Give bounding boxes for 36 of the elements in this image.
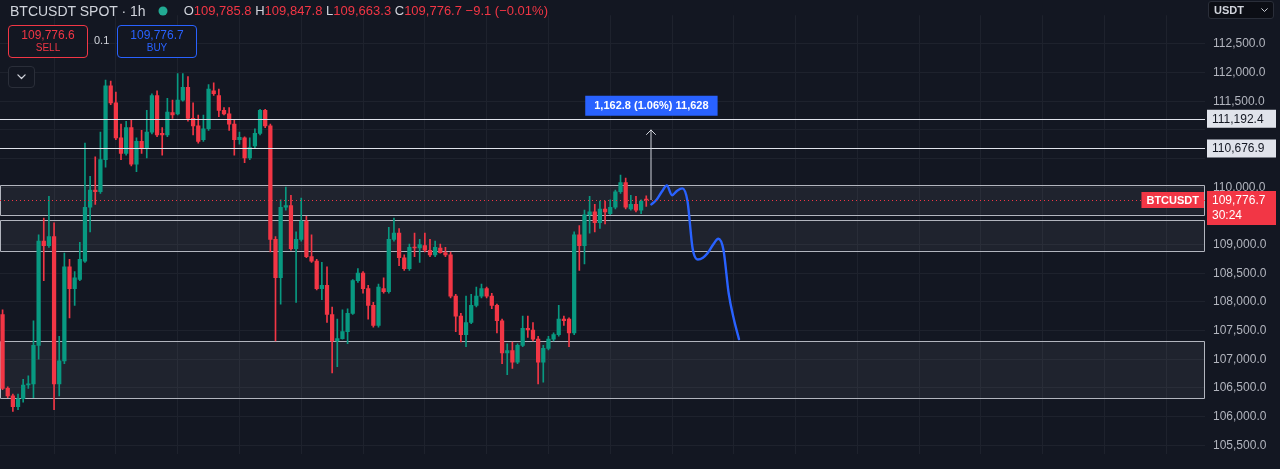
annotation: 1,162.8 (1.06%) 11,628 bbox=[594, 99, 709, 112]
y-tick-label: 112,000.0 bbox=[1213, 64, 1266, 79]
candlestick bbox=[417, 239, 422, 263]
y-tick-label: 106,000.0 bbox=[1213, 408, 1267, 423]
annotation: SELL bbox=[34, 42, 62, 54]
annotation: 0.1 bbox=[94, 34, 110, 46]
y-tick-label: 108,500.0 bbox=[1213, 265, 1267, 280]
ref-line-label: 111,192.4 bbox=[1212, 111, 1264, 126]
y-tick-label: 112,500.0 bbox=[1213, 36, 1266, 51]
chart-subtitle: O109,785.8 H109,847.8 L109,663.3 C109,776.7 −9.1 (−0.01%) bbox=[183, 3, 548, 18]
y-tick-label: 106,500.0 bbox=[1213, 380, 1267, 395]
y-tick-label: 108,000.0 bbox=[1213, 294, 1267, 309]
annotation: BUY bbox=[145, 42, 169, 54]
text: 30:24 bbox=[1212, 208, 1243, 223]
candlestick bbox=[41, 217, 46, 281]
y-tick-label: 109,000.0 bbox=[1213, 236, 1267, 251]
candlestick bbox=[319, 261, 324, 300]
ref-line-label: 109,776.7 bbox=[1212, 192, 1266, 207]
buy-button: 109,776.7 BUY bbox=[117, 25, 197, 58]
ref-line-label: 110,676.9 bbox=[1212, 141, 1265, 156]
y-axis-title: USDT bbox=[1214, 4, 1244, 16]
candlestick bbox=[577, 225, 582, 271]
chart-title: BTCUSDT SPOT · 1h bbox=[10, 2, 146, 19]
annotation: 109,776.6 bbox=[20, 28, 76, 42]
unit-dropdown: USDT bbox=[1208, 1, 1274, 19]
candlestick bbox=[46, 196, 52, 248]
candlestick bbox=[505, 343, 510, 376]
y-tick-label: 111,500.0 bbox=[1213, 93, 1265, 108]
y-tick-label: 107,500.0 bbox=[1213, 322, 1267, 337]
sell-button: 109,776.6 SELL bbox=[8, 25, 88, 58]
annotation: BTCUSDT bbox=[1146, 193, 1200, 206]
y-tick-label: 110,000.0 bbox=[1213, 179, 1266, 194]
annotation: 109,776.7 bbox=[129, 28, 185, 42]
line-series bbox=[650, 184, 741, 341]
y-tick-label: 107,000.0 bbox=[1213, 351, 1267, 366]
y-tick-label: 105,500.0 bbox=[1213, 437, 1267, 452]
